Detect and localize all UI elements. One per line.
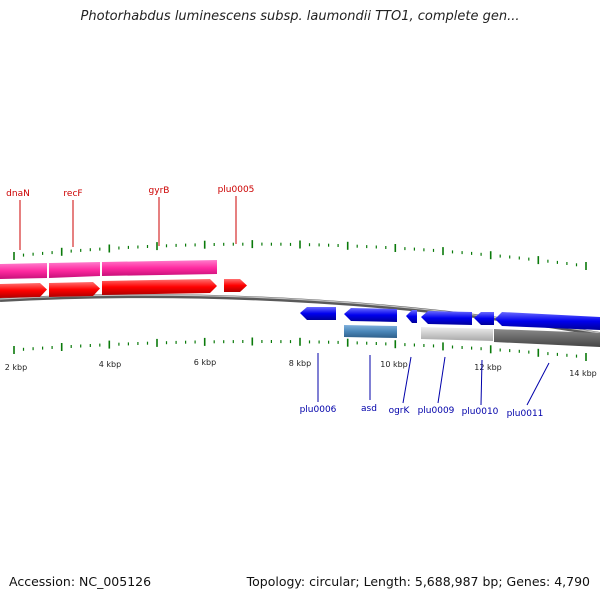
gene-arrow-plu0010[interactable] xyxy=(474,312,494,325)
gene-arrow-dnaN[interactable] xyxy=(0,283,47,298)
gene-arrow-plu0006[interactable] xyxy=(300,307,336,320)
cds-feature-dnaN[interactable] xyxy=(0,263,47,279)
gene-label-dnaN[interactable]: dnaN xyxy=(6,189,30,199)
cds-feature-gyrB[interactable] xyxy=(102,260,217,276)
forward-cds-track xyxy=(0,260,217,279)
gene-label-asd[interactable]: asd xyxy=(361,404,377,414)
gene-label-plu0009[interactable]: plu0009 xyxy=(418,406,455,416)
map-title: Photorhabdus luminescens subsp. laumondi… xyxy=(80,9,520,24)
forward-gene-labels: dnaN recF gyrB plu0005 xyxy=(6,185,254,250)
scale-label-2kbp: 2 kbp xyxy=(5,363,27,372)
scale-label-12kbp: 12 kbp xyxy=(474,363,502,372)
gene-label-ogrK[interactable]: ogrK xyxy=(389,406,411,416)
scale-labels: 2 kbp 4 kbp 6 kbp 8 kbp 10 kbp 12 kbp 14… xyxy=(5,358,597,378)
cds-feature-recF[interactable] xyxy=(49,262,100,278)
gene-arrow-plu0005[interactable] xyxy=(224,279,247,292)
scale-label-4kbp: 4 kbp xyxy=(99,360,121,369)
gene-arrow-asd[interactable] xyxy=(344,308,397,322)
label-leader-plu0009 xyxy=(437,356,446,404)
reverse-gene-track xyxy=(300,307,600,330)
gene-arrow-recF[interactable] xyxy=(49,282,100,297)
gene-arrow-ogrK[interactable] xyxy=(406,310,417,323)
accession-text: Accession: NC_005126 xyxy=(9,574,152,589)
cds-feature-plu0009[interactable] xyxy=(421,327,493,341)
gene-label-gyrB[interactable]: gyrB xyxy=(149,186,170,196)
scale-label-8kbp: 8 kbp xyxy=(289,359,311,368)
scale-label-10kbp: 10 kbp xyxy=(380,360,408,369)
gene-label-plu0010[interactable]: plu0010 xyxy=(462,407,499,417)
forward-gene-track xyxy=(0,279,247,298)
lower-tick-marks xyxy=(13,337,587,361)
gene-arrow-gyrB[interactable] xyxy=(102,279,217,295)
genome-summary-text: Topology: circular; Length: 5,688,987 bp… xyxy=(246,574,590,589)
reverse-gene-labels: plu0006 asd ogrK plu0009 plu0010 plu0011 xyxy=(300,353,550,419)
gene-label-plu0005[interactable]: plu0005 xyxy=(218,185,255,195)
gene-label-plu0011[interactable]: plu0011 xyxy=(507,409,544,419)
gene-label-plu0006[interactable]: plu0006 xyxy=(300,405,337,415)
gene-arrow-plu0009[interactable] xyxy=(421,311,472,325)
misc-feature-asd[interactable] xyxy=(344,325,397,338)
cds-feature-plu0011[interactable] xyxy=(494,329,600,347)
label-leader-ogrK xyxy=(402,356,412,404)
upper-tick-marks xyxy=(13,240,587,270)
gene-arrow-plu0011[interactable] xyxy=(495,312,600,330)
scale-label-6kbp: 6 kbp xyxy=(194,358,216,367)
reverse-cds-track xyxy=(344,325,600,347)
scale-label-14kbp: 14 kbp xyxy=(569,369,597,378)
label-leader-plu0011 xyxy=(526,362,550,406)
gene-label-recF[interactable]: recF xyxy=(63,189,82,199)
label-leader-plu0010 xyxy=(480,359,483,406)
